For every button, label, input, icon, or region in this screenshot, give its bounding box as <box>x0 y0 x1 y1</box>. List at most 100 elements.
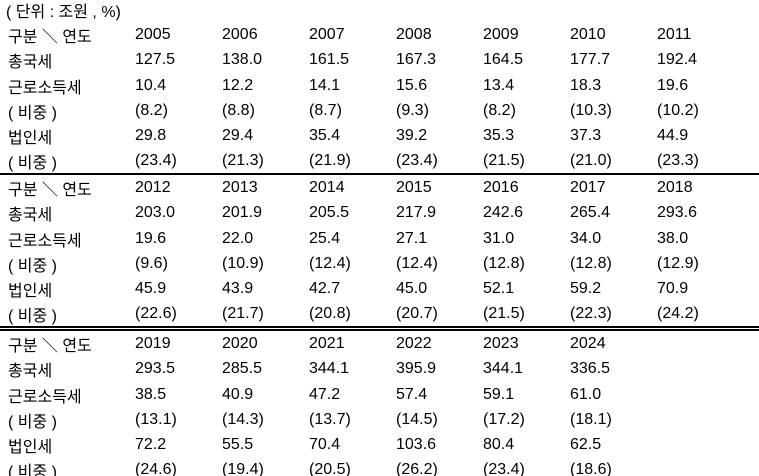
row-label: ( 비중 ) <box>8 105 57 122</box>
year-header: 2022 <box>396 326 483 356</box>
value-cell: 285.5 <box>222 360 263 377</box>
value-cell: (14.3) <box>222 411 264 428</box>
year-header: 2012 <box>135 173 222 200</box>
value-cell: 203.0 <box>135 204 176 221</box>
value-cell: (19.4) <box>222 461 264 476</box>
value-cell: (26.2) <box>396 461 438 476</box>
year-header: 2013 <box>222 173 309 200</box>
value-cell: 70.9 <box>657 280 689 297</box>
value-cell: 177.7 <box>570 51 611 68</box>
value-cell: 80.4 <box>483 436 515 453</box>
value-cell: (9.3) <box>396 102 429 119</box>
table-row: 근로소득세 10.4 12.2 14.1 15.6 13.4 18.3 19.6 <box>0 73 759 99</box>
year-header <box>657 326 759 356</box>
value-cell: (10.3) <box>570 102 612 119</box>
value-cell: 138.0 <box>222 51 263 68</box>
year-header: 2007 <box>309 25 345 43</box>
value-cell: (8.8) <box>222 102 255 119</box>
value-cell: 72.2 <box>135 436 167 453</box>
value-cell: (23.4) <box>483 461 525 476</box>
value-cell: 395.9 <box>396 360 437 377</box>
value-cell: (18.6) <box>570 461 612 476</box>
year-header: 2008 <box>396 25 432 43</box>
table-row: 근로소득세 38.5 40.9 47.2 57.4 59.1 61.0 <box>0 382 759 408</box>
value-cell: 344.1 <box>483 360 524 377</box>
row-label: 총국세 <box>8 207 53 224</box>
value-cell: 39.2 <box>396 127 428 144</box>
value-cell: (24.6) <box>135 461 177 476</box>
value-cell: 293.6 <box>657 204 698 221</box>
value-cell: (21.9) <box>309 152 351 169</box>
row-label: 근로소득세 <box>8 233 82 250</box>
row-label: ( 비중 ) <box>8 155 57 172</box>
value-cell: (12.4) <box>396 255 438 272</box>
value-cell: 37.3 <box>570 127 602 144</box>
value-cell: (12.8) <box>570 255 612 272</box>
header-label: 구분 ＼ 연도 <box>0 173 135 200</box>
value-cell: (12.9) <box>657 255 699 272</box>
value-cell: (10.9) <box>222 255 264 272</box>
row-label: 법인세 <box>8 283 53 300</box>
value-cell: 22.0 <box>222 230 254 247</box>
value-cell: 38.5 <box>135 386 167 403</box>
value-cell: 14.1 <box>309 77 341 94</box>
value-cell: (22.6) <box>135 305 177 322</box>
value-cell: 34.0 <box>570 230 602 247</box>
value-cell: (14.5) <box>396 411 438 428</box>
value-cell: 45.0 <box>396 280 428 297</box>
value-cell: (22.3) <box>570 305 612 322</box>
unit-note: ( 단위 : 조원 , %) <box>6 4 121 21</box>
value-cell: 192.4 <box>657 51 698 68</box>
value-cell <box>657 458 759 476</box>
row-label: 총국세 <box>8 54 53 71</box>
value-cell: 61.0 <box>570 386 602 403</box>
year-header: 2019 <box>135 326 222 356</box>
table-row: ( 비중 ) (13.1) (14.3) (13.7) (14.5) (17.2) (18.… <box>0 408 759 432</box>
value-cell <box>657 382 759 408</box>
value-cell: (13.7) <box>309 411 351 428</box>
value-cell: 12.2 <box>222 77 254 94</box>
value-cell: 38.0 <box>657 230 689 247</box>
value-cell: 29.8 <box>135 127 167 144</box>
value-cell: (13.1) <box>135 411 177 428</box>
row-label: ( 비중 ) <box>8 464 57 476</box>
value-cell: 242.6 <box>483 204 524 221</box>
section-2-header-row: 구분 ＼ 연도 2012 2013 2014 2015 2016 2017 2018 <box>0 173 759 200</box>
value-cell: 19.6 <box>135 230 167 247</box>
value-cell <box>657 356 759 382</box>
value-cell: (20.7) <box>396 305 438 322</box>
value-cell: (24.2) <box>657 305 699 322</box>
year-header: 2010 <box>570 25 606 43</box>
year-header: 2009 <box>483 25 519 43</box>
row-label: 법인세 <box>8 439 53 456</box>
table-row: 총국세 127.5 138.0 161.5 167.3 164.5 177.7 192.4 <box>0 47 759 73</box>
table-row: 법인세 72.2 55.5 70.4 103.6 80.4 62.5 <box>0 432 759 458</box>
year-header: 2017 <box>570 173 657 200</box>
value-cell: 35.3 <box>483 127 515 144</box>
value-cell: (9.6) <box>135 255 168 272</box>
value-cell: 59.1 <box>483 386 515 403</box>
value-cell: 127.5 <box>135 51 176 68</box>
year-header: 2024 <box>570 326 657 356</box>
value-cell: 57.4 <box>396 386 428 403</box>
value-cell: 52.1 <box>483 280 515 297</box>
table-row: ( 비중 ) (9.6) (10.9) (12.4) (12.4) (12.8) (12.8… <box>0 252 759 276</box>
table-row: 근로소득세 19.6 22.0 25.4 27.1 31.0 34.0 38.0 <box>0 226 759 252</box>
value-cell: 29.4 <box>222 127 254 144</box>
value-cell: 103.6 <box>396 436 437 453</box>
tax-table-body: 구분 ＼ 연도 2005 2006 2007 2008 2009 2010 2011 총국세 12… <box>0 22 759 476</box>
value-cell: (21.5) <box>483 152 525 169</box>
row-label: 총국세 <box>8 363 53 380</box>
value-cell: (23.3) <box>657 152 699 169</box>
national-tax-table: 구분 ＼ 연도 2005 2006 2007 2008 2009 2010 2011 총국세 12… <box>0 22 759 476</box>
value-cell <box>657 432 759 458</box>
value-cell: 25.4 <box>309 230 341 247</box>
table-row: 총국세 293.5 285.5 344.1 395.9 344.1 336.5 <box>0 356 759 382</box>
year-header: 2015 <box>396 173 483 200</box>
header-label: 구분 ＼ 연도 <box>8 28 92 46</box>
value-cell: 15.6 <box>396 77 428 94</box>
table-row: ( 비중 ) (22.6) (21.7) (20.8) (20.7) (21.5) (22.… <box>0 302 759 329</box>
year-header: 2014 <box>309 173 396 200</box>
